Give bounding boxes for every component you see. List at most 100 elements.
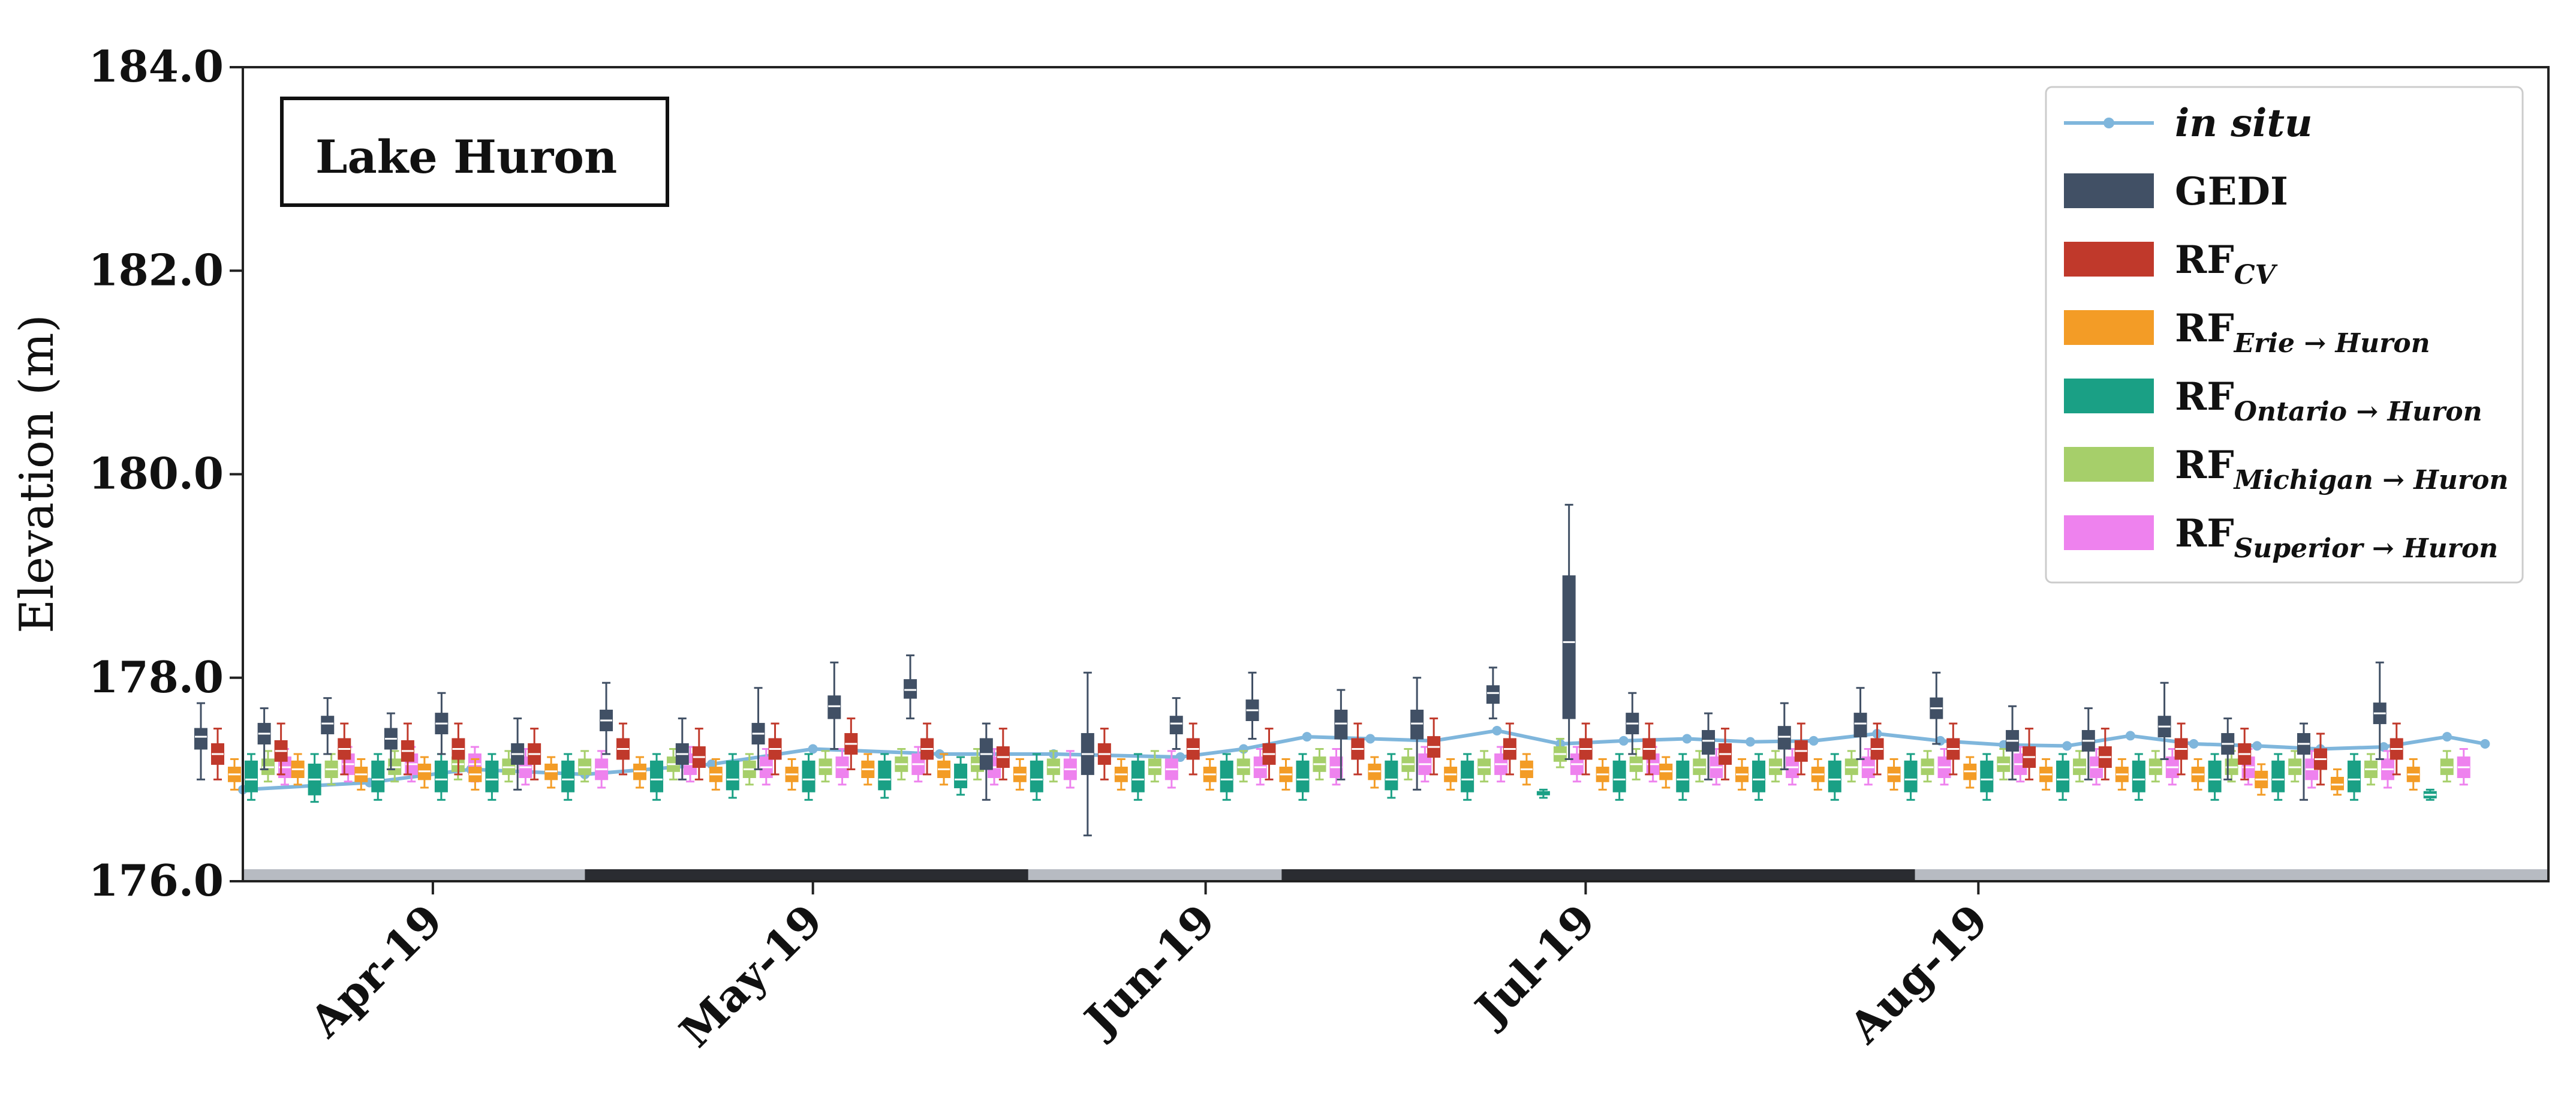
box-rf_michigan [1629,747,1643,780]
box-gedi [1930,671,1943,745]
box-rf_cv [274,722,288,776]
insitu-point [2125,731,2135,741]
box-rf_erie [2406,758,2420,791]
box-body [1030,760,1043,792]
box-rf_superior [1164,750,1178,789]
box-body [1676,760,1690,792]
box-rf_ontario [485,753,499,801]
box-rf_erie [1963,756,1977,789]
box-gedi [257,707,271,770]
box-rf_cv [2238,728,2252,780]
box-rf_cv [1262,728,1276,780]
insitu-point [2252,741,2262,751]
box-rf_michigan [818,750,832,783]
box-rf_cv [920,722,934,776]
box-rf_ontario [878,753,892,799]
box-rf_cv [1719,728,1732,780]
box-rf_michigan [1046,750,1060,783]
box-gedi [194,702,207,780]
box-body [1777,726,1791,750]
box-rf_erie [417,756,431,789]
box-rf_michigan [1236,750,1250,783]
box-rf_superior [1329,747,1343,786]
legend-swatch-rf_ontario [2064,379,2154,413]
y-tick-label: 182.0 [89,244,224,295]
legend-marker-insitu [2103,118,2114,128]
box-rf_erie [1368,756,1382,789]
box-body [954,763,968,788]
insitu-point [2062,741,2072,751]
box-body [726,760,739,791]
box-body [245,760,258,792]
insitu-point [1492,725,1502,735]
box-rf_ontario [2056,753,2070,801]
box-rf_cv [1946,722,1960,776]
chart-title: Lake Huron [315,130,617,184]
box-rf_michigan [1553,738,1567,768]
box-rf_ontario [726,753,739,799]
box-gedi [1334,689,1348,780]
box-body [1296,760,1310,792]
box-rf_cv [1186,722,1200,776]
box-rf_cv [211,728,224,780]
box-gedi [1169,697,1183,750]
box-rf_superior [1418,746,1432,783]
box-rf_ontario [371,753,385,801]
legend: in situ GEDI RFCV RFErie → Huron RFOntario →… [2045,86,2524,584]
box-gedi [1702,712,1716,780]
box-rf_ontario [1220,753,1233,801]
box-rf_ontario [1676,753,1690,801]
box-rf_michigan [1401,747,1415,780]
box-rf_erie [2039,758,2053,791]
box-rf_cv [338,722,351,776]
y-tick-label: 178.0 [89,651,224,702]
box-rf_erie [1203,758,1217,791]
box-body [827,695,841,719]
box-rf_cv [1097,728,1111,780]
box-rf_erie [1887,758,1901,791]
box-body [2347,760,2361,792]
box-body [2271,760,2285,792]
box-rf_michigan [578,750,592,783]
box-rf_superior [1063,750,1077,789]
box-rf_erie [633,756,647,789]
box-rf_michigan [1313,747,1326,780]
legend-swatch-rf_erie [2064,310,2154,345]
box-body [434,760,448,792]
legend-label-rf_michigan: RFMichigan → Huron [2175,443,2508,496]
band-segment-3 [1281,869,1915,881]
box-body [650,760,664,792]
box-rf_cv [1579,722,1593,776]
box-gedi [435,692,449,755]
box-gedi [751,687,765,770]
box-rf_ontario [954,756,968,796]
box-body [1612,760,1626,792]
box-rf_erie [1519,753,1533,786]
box-rf_michigan [1693,750,1707,783]
box-rf_superior [759,747,773,786]
y-axis-title: Elevation (m) [10,314,64,633]
box-rf_ontario [2271,753,2285,801]
box-gedi [321,697,335,755]
box-gedi [1410,677,1424,791]
box-rf_erie [937,753,951,786]
box-rf_superior [1861,747,1875,786]
chart-title-frame [280,97,669,207]
box-rf_michigan [1921,750,1934,783]
box-rf_ontario [308,753,321,803]
box-rf_cv [2098,728,2112,780]
box-rf_cv [2313,732,2327,786]
insitu-point [2189,739,2199,749]
box-rf_ontario [802,753,815,801]
box-gedi [511,717,525,791]
box-rf_erie [1735,758,1749,791]
insitu-point [1302,732,1312,742]
box-gedi [827,661,841,750]
box-rf_superior [2457,747,2470,786]
box-body [2132,760,2145,792]
box-rf_cv [1794,722,1808,776]
box-rf_superior [911,746,925,783]
legend-label-rf_erie: RFErie → Huron [2175,306,2430,359]
box-body [1220,760,1233,792]
box-rf_cv [844,717,858,770]
